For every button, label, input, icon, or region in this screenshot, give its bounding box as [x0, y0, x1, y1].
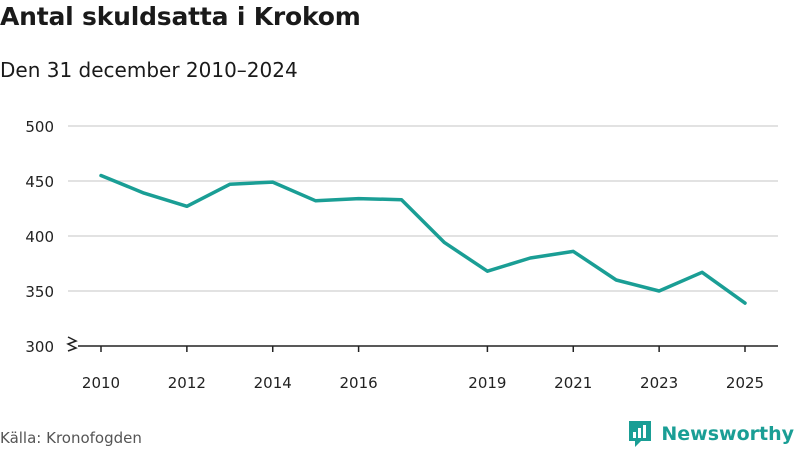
x-tick-label-2016: 2016: [340, 374, 378, 392]
chart-subtitle: Den 31 december 2010–2024: [0, 58, 298, 82]
chart-title: Antal skuldsatta i Krokom: [0, 2, 361, 31]
y-tick-label-350: 350: [25, 283, 54, 301]
y-tick-label-300: 300: [25, 338, 54, 356]
source-note: Källa: Kronofogden: [0, 429, 142, 447]
series-line-0: [99, 173, 747, 305]
y-tick-label-500: 500: [25, 118, 54, 136]
x-tick-label-2019: 2019: [468, 374, 506, 392]
x-tick-label-2012: 2012: [168, 374, 206, 392]
x-tick-label-2010: 2010: [82, 374, 120, 392]
newsworthy-logo-icon: [629, 421, 652, 447]
y-tick-label-450: 450: [25, 173, 54, 191]
brand-name: Newsworthy: [661, 423, 794, 445]
line-chart: 300 350 400 450 500 2010 2012 2014 2016 2019 2021 2…: [25, 118, 778, 392]
x-tick-label-2021: 2021: [554, 374, 592, 392]
x-tick-label-2014: 2014: [254, 374, 292, 392]
x-tick-label-2023: 2023: [640, 374, 678, 392]
y-tick-label-400: 400: [25, 228, 54, 246]
axis-break-icon: [66, 336, 78, 352]
brand[interactable]: Newsworthy: [627, 419, 794, 449]
x-tick-label-2025: 2025: [726, 374, 764, 392]
